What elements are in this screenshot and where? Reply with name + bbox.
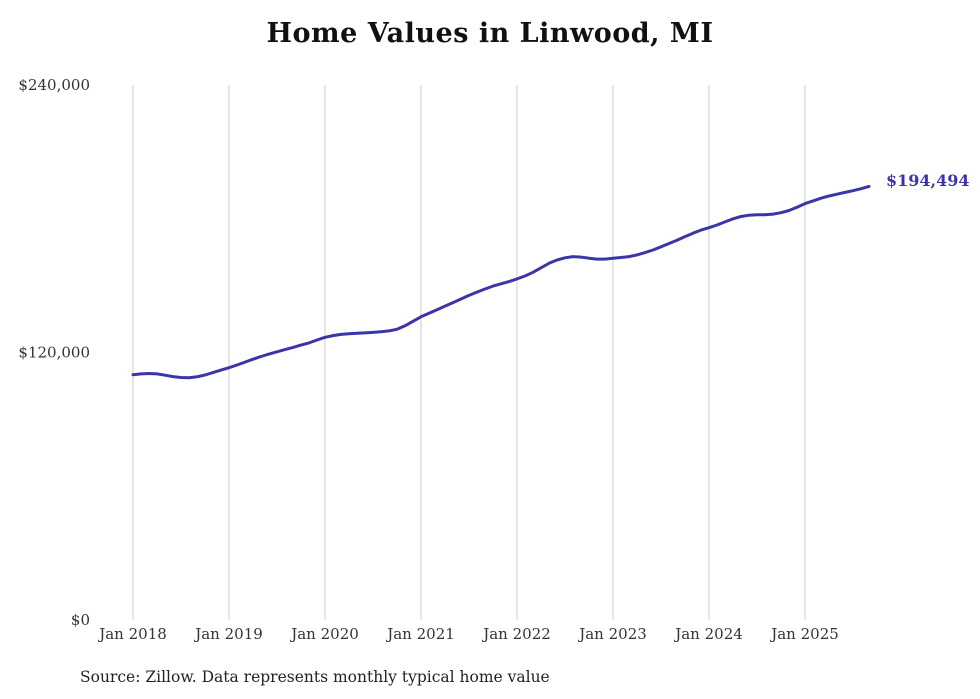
x-tick-label: Jan 2018 — [97, 625, 167, 643]
y-tick-label: $120,000 — [18, 344, 90, 362]
x-tick-label: Jan 2021 — [385, 625, 455, 643]
x-tick-label: Jan 2025 — [769, 625, 839, 643]
x-tick-label: Jan 2019 — [193, 625, 263, 643]
home-value-line — [131, 184, 871, 380]
x-tick-label: Jan 2020 — [289, 625, 359, 643]
source-note: Source: Zillow. Data represents monthly … — [80, 668, 550, 686]
chart-title: Home Values in Linwood, MI — [266, 18, 714, 49]
x-tick-label: Jan 2023 — [577, 625, 647, 643]
x-tick-label: Jan 2024 — [673, 625, 743, 643]
x-tick-label: Jan 2022 — [481, 625, 551, 643]
y-tick-label: $240,000 — [18, 76, 90, 94]
y-tick-label: $0 — [71, 611, 90, 629]
latest-value-label: $194,494 — [886, 171, 970, 190]
